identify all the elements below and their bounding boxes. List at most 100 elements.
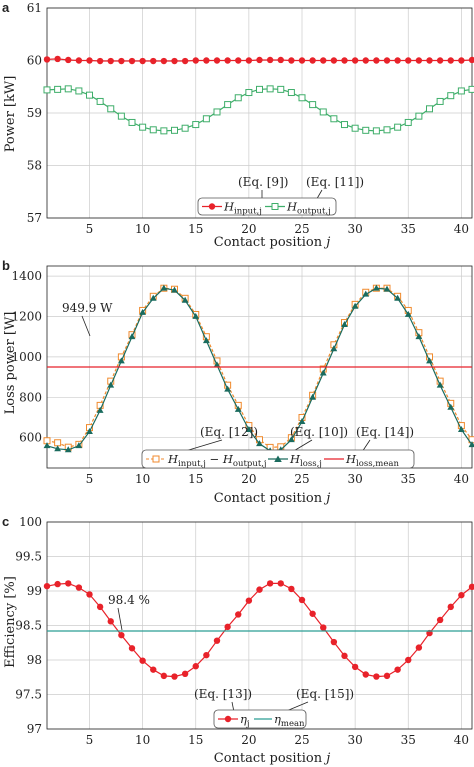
data-point xyxy=(54,439,62,447)
data-point xyxy=(75,57,83,64)
data-point xyxy=(405,656,412,664)
data-point xyxy=(160,672,168,680)
data-point xyxy=(415,333,423,340)
data-point xyxy=(341,121,348,129)
data-point xyxy=(192,121,200,129)
data-point xyxy=(235,611,242,618)
data-point xyxy=(256,440,263,447)
panel-c: c 97 97.5 98 98.5 99 99.5 100 5 10 15 20 25 30 35 40 E… xyxy=(2,514,474,766)
data-point xyxy=(436,57,444,64)
data-point xyxy=(426,357,433,364)
data-point xyxy=(43,442,51,449)
data-point xyxy=(171,673,178,680)
legend-marker-square xyxy=(271,203,279,210)
data-point xyxy=(394,123,402,131)
data-point xyxy=(341,652,348,660)
data-point xyxy=(107,105,115,113)
data-point xyxy=(43,86,51,94)
data-point xyxy=(330,57,338,64)
data-point xyxy=(436,381,444,388)
data-point xyxy=(203,651,210,659)
data-point xyxy=(213,108,221,116)
data-point xyxy=(54,580,61,588)
x-tick-label: 20 xyxy=(241,222,256,236)
data-point xyxy=(383,285,391,292)
legend: Hinput,j Houtput,j xyxy=(197,197,337,217)
data-point xyxy=(203,57,210,64)
data-point xyxy=(54,55,61,63)
y-tick-label: 60 xyxy=(27,54,42,68)
panel-letter: c xyxy=(2,514,9,529)
y-tick-label: 100 xyxy=(19,515,42,529)
data-point xyxy=(447,92,455,100)
x-tick-label: 10 xyxy=(135,733,150,747)
data-point xyxy=(150,666,157,673)
panel-letter: a xyxy=(2,0,10,15)
legend-label-input: Hinput,j xyxy=(223,200,262,217)
data-point xyxy=(181,296,189,303)
y-tick-label: 99.5 xyxy=(15,550,42,564)
data-point xyxy=(320,57,327,64)
data-point xyxy=(128,333,136,340)
data-point xyxy=(415,644,423,651)
data-point xyxy=(256,586,263,593)
y-tick-label: 600 xyxy=(19,431,42,445)
data-point xyxy=(287,436,295,443)
data-point xyxy=(245,89,253,97)
legend-item-diff: Hinput,j − Houtput,j xyxy=(146,452,267,469)
data-point xyxy=(181,670,189,677)
x-axis-label: Contact position j xyxy=(214,235,330,250)
data-point xyxy=(372,127,380,135)
data-point xyxy=(128,57,136,65)
data-point xyxy=(149,126,157,134)
data-point xyxy=(277,580,284,587)
data-point xyxy=(319,369,327,376)
x-tick-label: 15 xyxy=(188,222,203,236)
data-point xyxy=(373,57,380,64)
data-point xyxy=(266,580,274,587)
data-point xyxy=(65,56,72,64)
data-point xyxy=(224,101,232,109)
x-tick-label: 5 xyxy=(86,733,94,747)
data-point xyxy=(405,57,412,64)
x-axis-label: Contact position j xyxy=(214,751,330,766)
x-tick-label: 40 xyxy=(454,733,469,747)
y-tick-label: 1400 xyxy=(11,269,42,283)
data-point xyxy=(43,582,51,590)
data-point xyxy=(468,441,474,448)
x-tick-label: 10 xyxy=(135,472,150,486)
data-point xyxy=(128,118,136,126)
data-point xyxy=(330,345,338,352)
data-point xyxy=(447,57,454,64)
data-point xyxy=(266,56,274,64)
data-point xyxy=(341,320,348,327)
data-point xyxy=(54,445,62,452)
plot-frame xyxy=(46,7,473,219)
annotation-mean-value: 949.9 W xyxy=(62,301,113,315)
legend-item-eta-mean: ηmean xyxy=(254,712,305,729)
data-point xyxy=(351,663,359,671)
data-point xyxy=(65,580,72,587)
legend-item-input: Hinput,j xyxy=(202,200,262,217)
y-tick-label: 800 xyxy=(19,390,42,404)
legend-label-loss: Hloss,j xyxy=(289,452,322,469)
data-point xyxy=(394,666,401,673)
data-point xyxy=(298,94,306,102)
data-point xyxy=(404,118,412,126)
data-point xyxy=(319,108,327,116)
data-point xyxy=(75,87,83,95)
data-point xyxy=(234,405,242,412)
y-axis-label: Efficiency [%] xyxy=(3,576,18,668)
data-point xyxy=(202,115,210,123)
data-point xyxy=(458,591,465,599)
data-point xyxy=(96,97,104,105)
data-point xyxy=(436,616,444,624)
y-tick-label: 61 xyxy=(27,1,42,15)
annotation-eq15: (Eq. [15]) xyxy=(296,687,354,701)
annotation-eq14: (Eq. [14]) xyxy=(356,425,414,439)
data-point xyxy=(202,337,210,344)
data-point xyxy=(118,631,125,639)
data-point xyxy=(362,57,369,64)
data-point xyxy=(362,290,370,297)
